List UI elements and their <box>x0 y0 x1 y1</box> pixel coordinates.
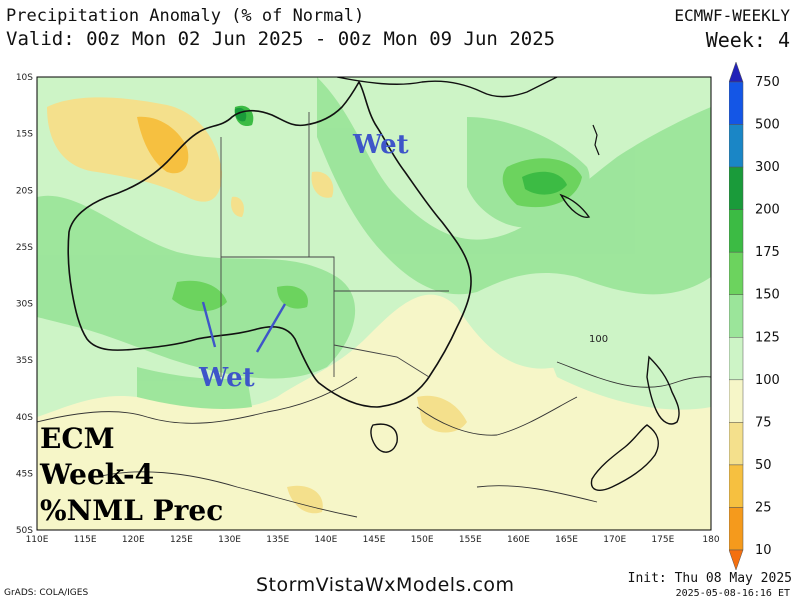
longitude-label: 120E <box>122 535 145 545</box>
new-zealand-south-island <box>590 424 659 491</box>
wet-label-south: Wet <box>198 363 255 393</box>
longitude-label: 145E <box>363 535 386 545</box>
longitude-label: 170E <box>603 535 626 545</box>
overlay-line-3: %NML Prec <box>40 494 224 527</box>
new-zealand-north-island <box>646 355 680 425</box>
legend-swatch <box>729 464 744 508</box>
latitude-label: 15S <box>16 130 33 140</box>
tasmania-coastline <box>370 423 398 453</box>
latitude-labels: 10S 15S 20S 25S 30S 35S 40S 45S 50S <box>16 73 33 536</box>
overlay-line-2: Week-4 <box>40 458 155 491</box>
legend-level-label: 200 <box>755 203 780 218</box>
grads-credit: GrADS: COLA/IGES <box>4 588 89 598</box>
wet-pointer-1 <box>201 301 217 348</box>
longitude-label: 115E <box>74 535 97 545</box>
latitude-label: 50S <box>16 526 33 536</box>
longitude-label: 175E <box>651 535 674 545</box>
new-caledonia-coastline <box>559 193 591 218</box>
legend-swatch <box>729 337 744 381</box>
map-frame <box>36 76 712 531</box>
precip-anomaly-map: 100 10S 15S 20S 25S 30S 35S 40S 45S 50S 110E 115E… <box>16 73 720 545</box>
legend-level-label: 125 <box>755 330 780 345</box>
legend-swatch <box>729 124 744 168</box>
latitude-label: 30S <box>16 300 33 310</box>
overlay-line-1: ECM <box>40 422 115 455</box>
latitude-label: 10S <box>16 73 33 83</box>
latitude-label: 40S <box>16 413 33 423</box>
latitude-label: 20S <box>16 186 33 196</box>
legend-level-label: 500 <box>755 118 780 133</box>
state-borders <box>220 112 449 378</box>
legend-level-label: 750 <box>755 75 780 90</box>
longitude-label: 135E <box>266 535 289 545</box>
legend-level-label: 50 <box>755 458 772 473</box>
legend-swatch <box>729 62 744 83</box>
legend-level-label: 75 <box>755 415 772 430</box>
legend-level-label: 150 <box>755 288 780 303</box>
legend-swatch <box>729 507 744 551</box>
wet-pointer-2 <box>255 303 287 353</box>
legend-swatch <box>729 166 744 210</box>
legend-level-label: 300 <box>755 160 780 175</box>
legend-swatch <box>729 251 744 295</box>
legend-swatch <box>729 209 744 253</box>
latitude-label: 25S <box>16 243 33 253</box>
legend-level-label: 10 <box>755 543 772 558</box>
contour-label-100: 100 <box>589 334 608 345</box>
longitude-label: 155E <box>459 535 482 545</box>
legend-level-label: 175 <box>755 245 780 260</box>
longitude-label: 140E <box>314 535 337 545</box>
legend-swatch <box>729 422 744 466</box>
legend-level-label: 25 <box>755 500 772 515</box>
legend-swatch <box>729 294 744 338</box>
legend-swatch <box>729 81 744 125</box>
valid-period: Valid: 00z Mon 02 Jun 2025 - 00z Mon 09 … <box>6 28 556 50</box>
map-title: Precipitation Anomaly (% of Normal) <box>6 6 365 26</box>
init-time: Init: Thu 08 May 2025 <box>627 571 792 586</box>
longitude-label: 165E <box>555 535 578 545</box>
longitude-label: 110E <box>26 535 49 545</box>
site-name: StormVistaWxModels.com <box>256 574 515 596</box>
australia-coastline <box>67 81 472 408</box>
new-guinea-coastline <box>336 77 558 98</box>
dry-shading <box>47 97 467 514</box>
longitude-label: 150E <box>411 535 434 545</box>
latitude-label: 35S <box>16 356 33 366</box>
legend-colorbar: 750 500 300 200 175 150 125 100 75 50 25 10 <box>729 62 780 570</box>
legend-swatch <box>729 549 744 570</box>
week-label: Week: 4 <box>705 28 790 52</box>
generated-timestamp: 2025-05-08-16:16 ET <box>675 588 790 599</box>
longitude-label: 180 <box>702 535 719 545</box>
latitude-label: 45S <box>16 469 33 479</box>
longitude-labels: 110E 115E 120E 125E 130E 135E 140E 145E 150E 155E… <box>26 535 720 545</box>
legend-swatch <box>729 379 744 423</box>
contour-lines <box>37 361 711 518</box>
vanuatu-coastline <box>592 124 600 156</box>
longitude-label: 125E <box>170 535 193 545</box>
longitude-label: 160E <box>507 535 530 545</box>
longitude-label: 130E <box>218 535 241 545</box>
wet-label-north: Wet <box>352 130 409 160</box>
legend-level-label: 100 <box>755 373 780 388</box>
model-name: ECMWF-WEEKLY <box>674 6 790 25</box>
